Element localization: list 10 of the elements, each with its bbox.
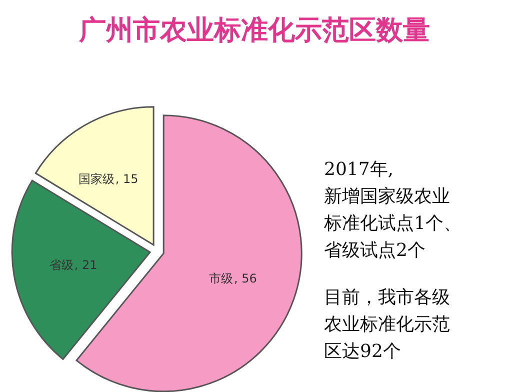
data-label: , 15 bbox=[115, 172, 138, 186]
text: 新增国家级农业标准化试点1个、省级试点2个 bbox=[324, 185, 462, 263]
data-label: , 21 bbox=[74, 258, 98, 272]
slice-label: 国家级 bbox=[78, 172, 114, 186]
chart-title: 广州市农业标准化示范区数量 bbox=[78, 14, 431, 48]
text: 目前，我市各级农业标准化示范区达92个 bbox=[324, 286, 451, 364]
slice-label: 省级 bbox=[49, 258, 74, 272]
slice-label: 市级 bbox=[209, 272, 234, 286]
text: 2017年, bbox=[324, 158, 395, 182]
data-label: , 56 bbox=[234, 272, 257, 286]
